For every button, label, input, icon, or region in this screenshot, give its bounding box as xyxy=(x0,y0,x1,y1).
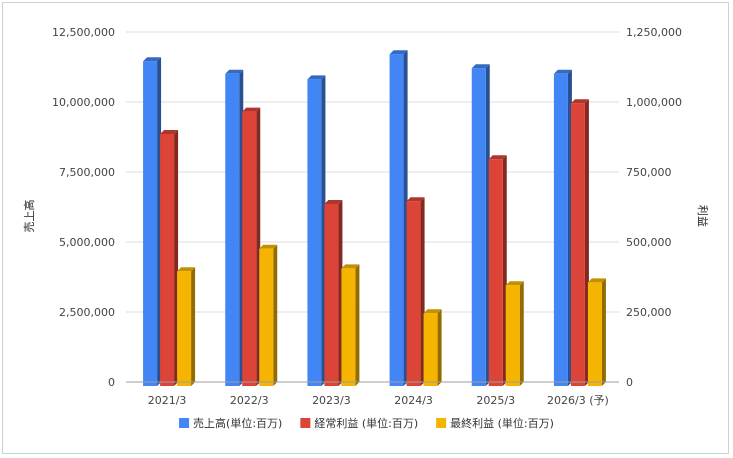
bar xyxy=(242,107,261,386)
bar xyxy=(406,197,425,386)
y-tick-right: 0 xyxy=(626,376,633,389)
x-tick-label: 2021/3 xyxy=(148,394,187,407)
bar xyxy=(505,281,524,386)
bar-top xyxy=(389,50,408,55)
bar-face xyxy=(570,103,585,386)
bar-side xyxy=(191,267,196,386)
bar-face xyxy=(587,282,602,386)
bar-face xyxy=(177,271,192,386)
y-tick-left: 12,500,000 xyxy=(52,26,115,39)
y-tick-left: 0 xyxy=(108,376,115,389)
bar-top xyxy=(143,57,162,62)
y-tick-right: 1,000,000 xyxy=(626,96,682,109)
bar-side xyxy=(437,309,442,386)
bar-side xyxy=(355,264,360,386)
bar xyxy=(225,69,244,387)
bar-face xyxy=(242,111,257,386)
bar-face xyxy=(406,201,421,386)
legend-label: 経常利益 (単位:百万) xyxy=(314,416,418,430)
bar-face xyxy=(488,159,503,386)
bar-top xyxy=(225,69,244,74)
bar-top xyxy=(259,244,278,249)
bar-top xyxy=(587,278,606,283)
y-axis-left-label: 売上高 xyxy=(22,200,36,233)
bar xyxy=(488,155,507,386)
x-tick-label: 2025/3 xyxy=(476,394,515,407)
bar xyxy=(341,264,360,386)
legend-label: 売上高(単位:百万) xyxy=(193,416,282,430)
bar-face xyxy=(553,73,568,387)
bar xyxy=(307,75,326,387)
y-tick-left: 2,500,000 xyxy=(59,306,115,319)
bar-face xyxy=(307,79,322,387)
legend-swatch xyxy=(179,418,190,428)
bar-top xyxy=(505,281,524,286)
bar-layer xyxy=(143,50,606,387)
bar-face xyxy=(389,54,404,386)
y-axis-right-label: 利益 xyxy=(696,205,710,227)
legend-item: 経常利益 (単位:百万) xyxy=(300,416,418,430)
bar-top xyxy=(406,197,425,202)
bar-top xyxy=(423,309,442,314)
bar xyxy=(389,50,408,386)
legend-swatch xyxy=(300,418,311,428)
legend-item: 売上高(単位:百万) xyxy=(179,416,282,430)
bar xyxy=(471,64,490,386)
axes: 売上高 利益 xyxy=(22,200,710,383)
bar-top xyxy=(488,155,507,160)
bar xyxy=(570,99,589,386)
bar xyxy=(553,69,572,387)
bar-top xyxy=(324,200,343,204)
bar-face xyxy=(160,134,175,386)
y-tick-left: 7,500,000 xyxy=(59,166,115,179)
bar-top xyxy=(160,130,179,134)
bar-top xyxy=(341,264,360,269)
chart-canvas: 売上高 利益 0 0 2,500,000 250,000 5,000,000 500,00… xyxy=(22,26,710,430)
x-tick-label: 2022/3 xyxy=(230,394,269,407)
x-tick-label: 2023/3 xyxy=(312,394,351,407)
bar xyxy=(160,130,179,386)
y-tick-left: 5,000,000 xyxy=(59,236,115,249)
legend-swatch xyxy=(436,418,447,428)
y-tick-right: 250,000 xyxy=(626,306,672,319)
bar-face xyxy=(143,61,158,386)
x-tick-label: 2024/3 xyxy=(394,394,433,407)
bar-top xyxy=(570,99,589,104)
bar-face xyxy=(471,68,486,386)
y-tick-right: 750,000 xyxy=(626,166,672,179)
bar-face xyxy=(259,248,274,386)
bar-side xyxy=(519,281,524,386)
legend-item: 最終利益 (単位:百万) xyxy=(436,416,554,430)
bar-top xyxy=(471,64,490,69)
tick-labels: 0 0 2,500,000 250,000 5,000,000 500,000 7,500,… xyxy=(52,26,682,407)
bar-top xyxy=(553,69,572,74)
bar-side xyxy=(601,278,606,386)
gridlines xyxy=(126,31,619,313)
bar xyxy=(143,57,162,386)
chart-frame: 売上高 利益 0 0 2,500,000 250,000 5,000,000 500,00… xyxy=(2,2,729,454)
bar-face xyxy=(505,285,520,386)
bar-face xyxy=(225,73,240,387)
bar xyxy=(587,278,606,386)
y-tick-left: 10,000,000 xyxy=(52,96,115,109)
legend-label: 最終利益 (単位:百万) xyxy=(450,416,554,430)
bar-top xyxy=(177,267,196,272)
bar-face xyxy=(324,204,339,386)
y-tick-right: 1,250,000 xyxy=(626,26,682,39)
bar xyxy=(177,267,196,386)
bar-top xyxy=(307,75,326,80)
bar-face xyxy=(423,313,438,386)
x-tick-label: 2026/3 (予) xyxy=(547,394,609,407)
y-tick-right: 500,000 xyxy=(626,236,672,249)
legend: 売上高(単位:百万) 経常利益 (単位:百万) 最終利益 (単位:百万) xyxy=(179,416,554,430)
bar-face xyxy=(341,268,356,386)
bar-top xyxy=(242,107,261,112)
bar xyxy=(324,200,343,386)
bar-side xyxy=(273,244,278,386)
bar xyxy=(259,244,278,386)
bar xyxy=(423,309,442,386)
